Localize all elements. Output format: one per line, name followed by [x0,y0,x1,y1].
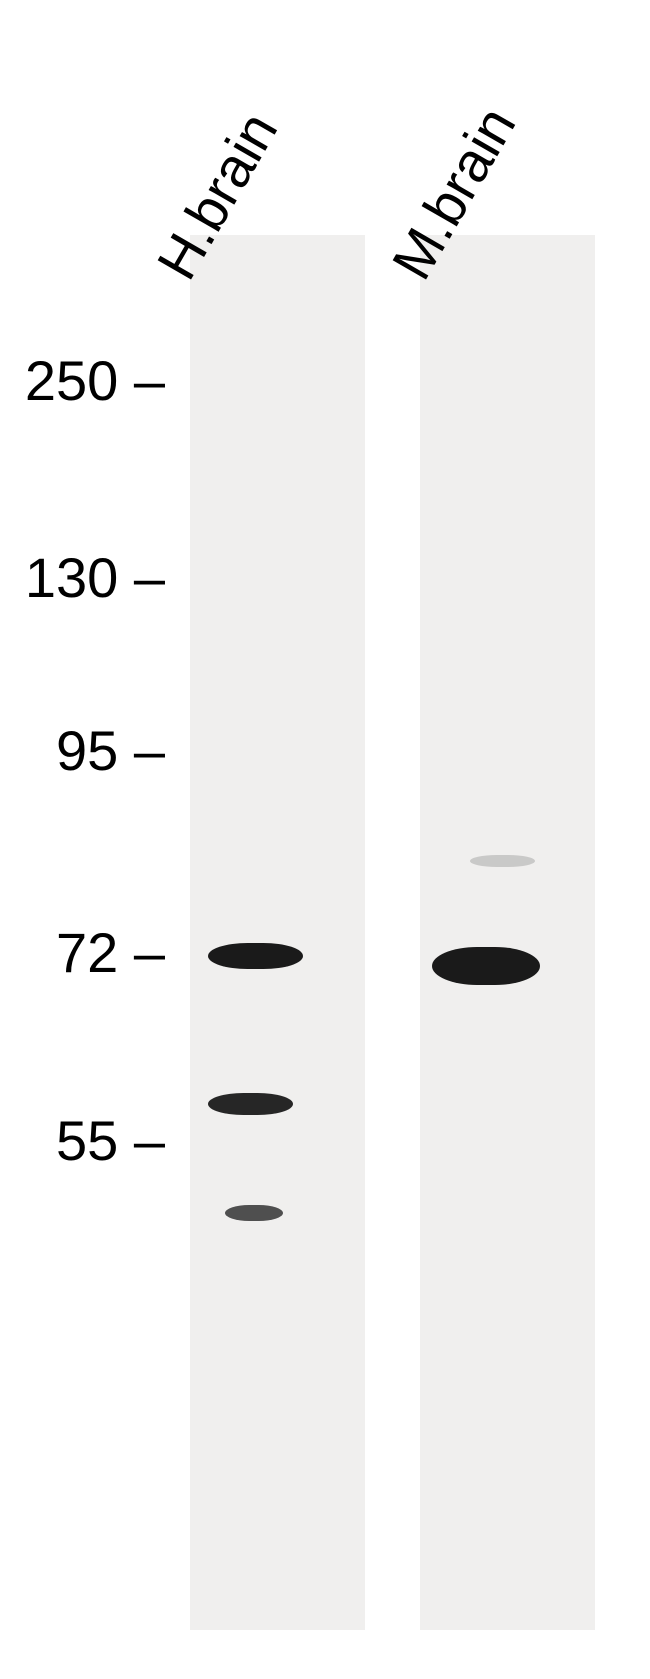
blot-lane-2 [420,235,595,1630]
blot-lane-1 [190,235,365,1630]
mw-value: 72 [56,921,118,984]
mw-dash: – [118,1109,165,1172]
mw-value: 95 [56,719,118,782]
mw-marker: 55 – [56,1108,165,1173]
mw-dash: – [118,719,165,782]
mw-value: 130 [25,546,118,609]
blot-band [470,855,535,867]
blot-band [208,1093,293,1115]
blot-band [225,1205,283,1221]
western-blot-figure: H.brain M.brain 250 – 130 – 95 – 72 – 55… [0,0,650,1679]
mw-dash: – [118,546,165,609]
blot-band [432,947,540,985]
mw-marker: 130 – [25,545,165,610]
blot-band [208,943,303,969]
mw-dash: – [118,921,165,984]
mw-value: 55 [56,1109,118,1172]
mw-marker: 95 – [56,718,165,783]
mw-dash: – [118,349,165,412]
mw-value: 250 [25,349,118,412]
mw-marker: 250 – [25,348,165,413]
mw-marker: 72 – [56,920,165,985]
